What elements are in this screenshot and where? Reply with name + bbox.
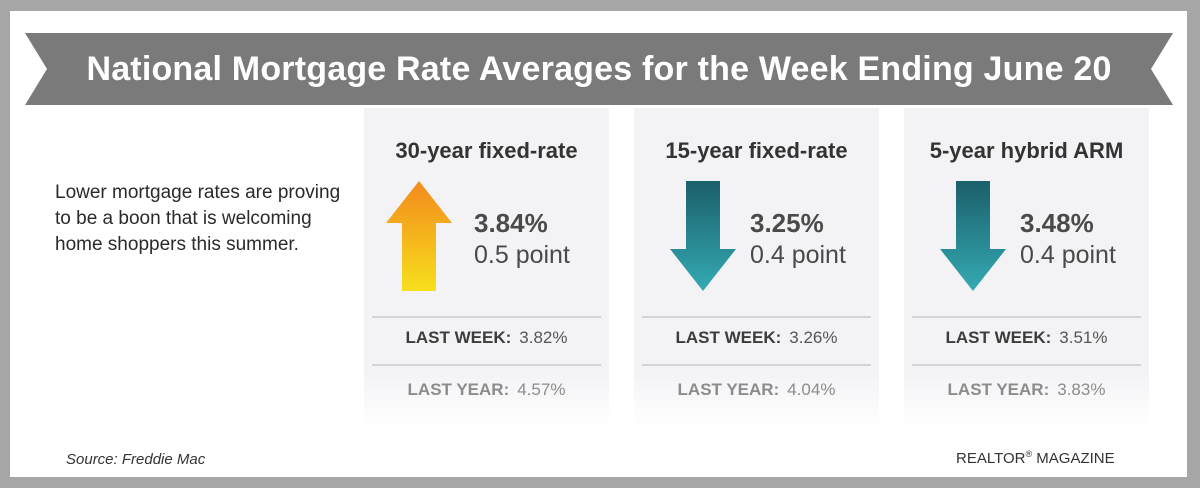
current-rate: 3.84% [474, 208, 548, 238]
rate-card-30-year: 30-year fixed-rate 3.84% 0.5 point LAST … [364, 108, 609, 428]
last-week-row: LAST WEEK: 3.26% [634, 328, 879, 348]
rate-change: 0.4 point [1020, 241, 1116, 269]
last-week-value: 3.82% [519, 328, 568, 347]
registered-mark: ® [1025, 449, 1033, 459]
card-title: 15-year fixed-rate [665, 138, 848, 163]
last-year-value: 3.83% [1057, 380, 1106, 399]
divider [642, 364, 871, 366]
source-note: Source: Freddie Mac [66, 451, 206, 468]
card-title: 30-year fixed-rate [395, 138, 578, 163]
last-year-label: LAST YEAR: [947, 380, 1050, 399]
last-year-value: 4.57% [517, 380, 566, 399]
rate-card-15-year: 15-year fixed-rate 3.25% 0.4 point LAST … [634, 108, 879, 428]
current-rate: 3.48% [1020, 208, 1094, 238]
divider [642, 316, 871, 318]
banner-ribbon-shape [25, 33, 1173, 105]
rate-change: 0.4 point [750, 241, 846, 269]
divider [912, 364, 1141, 366]
last-year-row: LAST YEAR: 4.57% [364, 380, 609, 400]
last-year-label: LAST YEAR: [407, 380, 510, 399]
divider [372, 316, 601, 318]
current-rate: 3.25% [750, 208, 824, 238]
arrow-down-icon [940, 181, 1006, 291]
intro-text: Lower mortgage rates are proving to be a… [55, 182, 341, 255]
last-year-label: LAST YEAR: [677, 380, 780, 399]
last-week-label: LAST WEEK: [405, 328, 512, 347]
page-title: National Mortgage Rate Averages for the … [86, 50, 1112, 88]
last-week-value: 3.51% [1059, 328, 1108, 347]
last-week-label: LAST WEEK: [675, 328, 782, 347]
rate-change: 0.5 point [474, 241, 570, 269]
brand-suffix: MAGAZINE [1032, 450, 1115, 467]
arrow-up-icon [386, 181, 452, 291]
brand-name: REALTOR [956, 450, 1026, 467]
last-week-row: LAST WEEK: 3.51% [904, 328, 1149, 348]
divider [912, 316, 1141, 318]
arrow-down-icon [670, 181, 736, 291]
last-week-row: LAST WEEK: 3.82% [364, 328, 609, 348]
last-week-label: LAST WEEK: [945, 328, 1052, 347]
last-year-value: 4.04% [787, 380, 836, 399]
title-banner: National Mortgage Rate Averages for the … [25, 33, 1173, 105]
divider [372, 364, 601, 366]
brand-logo: REALTOR® MAGAZINE [956, 449, 1115, 467]
last-year-row: LAST YEAR: 3.83% [904, 380, 1149, 400]
rate-card-5-year-arm: 5-year hybrid ARM 3.48% 0.4 point LAST W… [904, 108, 1149, 428]
last-year-row: LAST YEAR: 4.04% [634, 380, 879, 400]
last-week-value: 3.26% [789, 328, 838, 347]
card-title: 5-year hybrid ARM [929, 138, 1124, 163]
